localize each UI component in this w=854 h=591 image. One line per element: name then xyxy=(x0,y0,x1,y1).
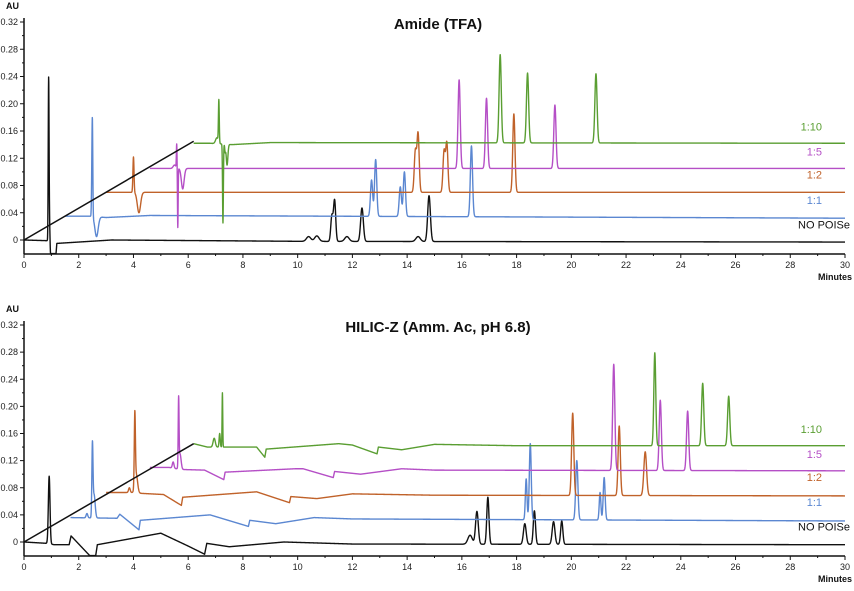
y-axis-label: AU xyxy=(6,304,19,314)
chart-panel-1: 00.040.080.120.160.200.240.280.320 2 4 6 8 10… xyxy=(0,1,852,282)
x-axis-label: Minutes xyxy=(818,272,852,282)
trace-1-2 xyxy=(105,409,846,507)
x-tick-label: 20 xyxy=(566,260,576,270)
x-tick-label: 24 xyxy=(676,260,686,270)
chart-panel-2: 00.040.080.120.160.200.240.280.320 2 4 6 8 10… xyxy=(0,304,852,584)
x-tick-label: 4 xyxy=(131,260,136,270)
x-tick-label: 6 xyxy=(186,562,191,572)
x-tick-label: 22 xyxy=(621,260,631,270)
x-tick-label: 14 xyxy=(402,260,412,270)
x-tick-label: 10 xyxy=(293,260,303,270)
y-tick-label: 0.04 xyxy=(0,208,18,218)
trace-1-5 xyxy=(149,79,846,229)
y-tick-label: 0 xyxy=(13,235,18,245)
y-tick-label: 0.32 xyxy=(0,320,18,330)
x-tick-label: 2 xyxy=(76,562,81,572)
y-tick-label: 0.24 xyxy=(0,72,18,82)
y-tick-label: 0 xyxy=(13,537,18,547)
y-tick-label: 0.28 xyxy=(0,347,18,357)
trace-no-poise xyxy=(23,475,846,557)
y-tick-label: 0.20 xyxy=(0,99,18,109)
y-tick-label: 0.08 xyxy=(0,483,18,493)
x-axis-label: Minutes xyxy=(818,574,852,584)
y-tick-label: 0.16 xyxy=(0,126,18,136)
y-tick-label: 0.16 xyxy=(0,429,18,439)
x-tick-label: 28 xyxy=(785,562,795,572)
x-tick-label: 8 xyxy=(240,562,245,572)
x-tick-label: 28 xyxy=(785,260,795,270)
series-label: 1:10 xyxy=(801,121,822,133)
trace-1-1 xyxy=(69,440,846,531)
series-label: NO POISe xyxy=(798,219,850,231)
x-tick-label: 16 xyxy=(457,260,467,270)
y-tick-label: 0.20 xyxy=(0,401,18,411)
x-tick-label: 8 xyxy=(240,260,245,270)
y-tick-label: 0.12 xyxy=(0,153,18,163)
y-tick-label: 0.04 xyxy=(0,510,18,520)
series-label: 1:10 xyxy=(801,424,822,436)
series-label: 1:2 xyxy=(807,170,822,182)
series-label: 1:1 xyxy=(807,195,822,207)
series-label: 1:2 xyxy=(807,472,822,484)
x-tick-label: 14 xyxy=(402,562,412,572)
trace-1-10 xyxy=(193,352,846,458)
x-tick-label: 30 xyxy=(840,260,850,270)
y-tick-label: 0.08 xyxy=(0,181,18,191)
series-label: NO POISe xyxy=(798,521,850,533)
x-tick-label: 12 xyxy=(347,260,357,270)
trace-no-poise xyxy=(23,76,846,255)
x-tick-label: 10 xyxy=(293,562,303,572)
trace-1-5 xyxy=(149,363,846,481)
y-axis-label: AU xyxy=(6,1,19,11)
chart-title: Amide (TFA) xyxy=(394,16,482,33)
x-tick-label: 20 xyxy=(566,562,576,572)
y-tick-label: 0.12 xyxy=(0,456,18,466)
x-tick-label: 2 xyxy=(76,260,81,270)
x-tick-label: 18 xyxy=(512,562,522,572)
x-tick-label: 30 xyxy=(840,562,850,572)
y-tick-label: 0.32 xyxy=(0,17,18,27)
series-label: 1:5 xyxy=(807,449,822,461)
x-tick-label: 12 xyxy=(347,562,357,572)
x-tick-label: 18 xyxy=(512,260,522,270)
y-tick-label: 0.28 xyxy=(0,44,18,54)
x-tick-label: 4 xyxy=(131,562,136,572)
x-tick-label: 26 xyxy=(731,562,741,572)
x-tick-label: 22 xyxy=(621,562,631,572)
trace-1-10 xyxy=(193,54,846,224)
trace-1-2 xyxy=(105,113,846,214)
x-tick-label: 0 xyxy=(21,562,26,572)
y-tick-label: 0.24 xyxy=(0,374,18,384)
x-tick-label: 26 xyxy=(731,260,741,270)
gradient-line xyxy=(23,140,195,241)
x-tick-label: 6 xyxy=(186,260,191,270)
x-tick-label: 16 xyxy=(457,562,467,572)
gradient-line xyxy=(23,443,195,543)
trace-1-1 xyxy=(64,116,846,238)
x-tick-label: 0 xyxy=(21,260,26,270)
series-label: 1:1 xyxy=(807,497,822,509)
series-label: 1:5 xyxy=(807,147,822,159)
chart-title: HILIC-Z (Amm. Ac, pH 6.8) xyxy=(345,319,530,336)
x-tick-label: 24 xyxy=(676,562,686,572)
